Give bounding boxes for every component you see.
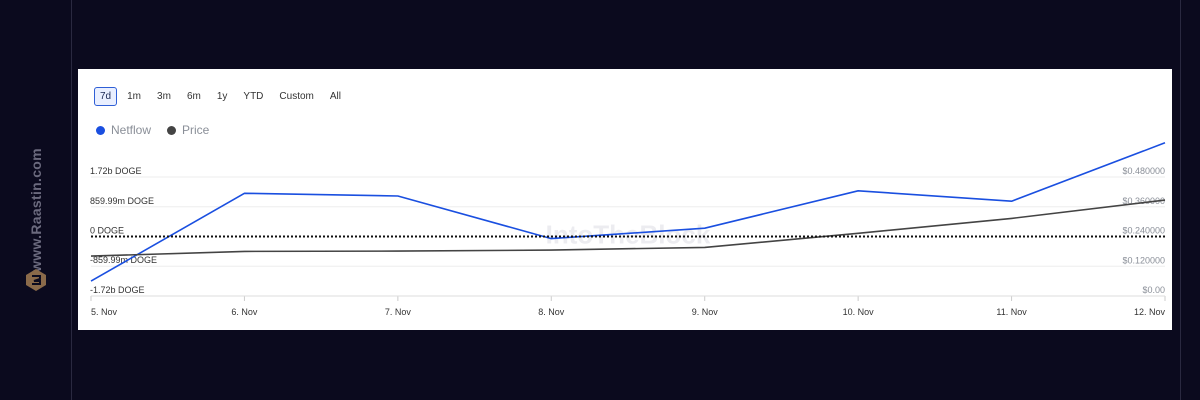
x-tick-label: 8. Nov bbox=[538, 307, 565, 317]
legend-label-price: Price bbox=[182, 123, 210, 137]
legend-item-netflow[interactable]: Netflow bbox=[96, 123, 151, 137]
left-tick-label: -1.72b DOGE bbox=[90, 285, 145, 295]
range-selector: 7d 1m 3m 6m 1y YTD Custom All bbox=[94, 87, 347, 106]
x-tick-label: 6. Nov bbox=[231, 307, 258, 317]
netflow-legend-dot-icon bbox=[96, 125, 105, 135]
x-tick-label: 5. Nov bbox=[91, 307, 118, 317]
left-tick-label: 0 DOGE bbox=[90, 226, 124, 236]
left-tick-label: 859.99m DOGE bbox=[90, 196, 154, 206]
series-line-netflow bbox=[90, 142, 1166, 282]
left-tick-label: 1.72b DOGE bbox=[90, 166, 142, 176]
right-tick-label: $0.360000 bbox=[1122, 196, 1165, 206]
range-button-7d[interactable]: 7d bbox=[94, 87, 118, 106]
x-tick-label: 9. Nov bbox=[692, 307, 719, 317]
range-button-1m[interactable]: 1m bbox=[121, 87, 148, 106]
range-button-ytd[interactable]: YTD bbox=[237, 87, 270, 106]
right-tick-label: $0.240000 bbox=[1122, 226, 1165, 236]
legend-item-price[interactable]: Price bbox=[167, 123, 209, 137]
right-tick-label: $0.120000 bbox=[1122, 255, 1165, 265]
raastin-logo-icon bbox=[26, 269, 46, 291]
x-tick-label: 7. Nov bbox=[385, 307, 412, 317]
site-watermark: www.Raastin.com bbox=[0, 0, 72, 400]
series-line-price bbox=[90, 199, 1166, 257]
chart-card: 7d 1m 3m 6m 1y YTD Custom All Netflow Price Int… bbox=[78, 69, 1172, 330]
range-button-custom[interactable]: Custom bbox=[273, 87, 320, 106]
netflow-price-chart: IntoTheBlock 1.72b DOGE 859.99m DOGE 0 DOGE… bbox=[90, 142, 1166, 317]
x-tick-label: 12. Nov bbox=[1134, 307, 1166, 317]
chart-legend: Netflow Price bbox=[96, 123, 209, 137]
right-tick-label: $0.480000 bbox=[1122, 166, 1165, 176]
x-tick-label: 10. Nov bbox=[843, 307, 875, 317]
x-tick-label: 11. Nov bbox=[996, 307, 1027, 317]
site-watermark-text: www.Raastin.com bbox=[28, 148, 44, 272]
range-button-6m[interactable]: 6m bbox=[180, 87, 207, 106]
right-tick-label: $0.00 bbox=[1142, 285, 1165, 295]
legend-label-netflow: Netflow bbox=[111, 123, 152, 137]
left-tick-label: -859.99m DOGE bbox=[90, 255, 157, 265]
range-button-3m[interactable]: 3m bbox=[151, 87, 177, 106]
price-legend-dot-icon bbox=[167, 125, 177, 135]
range-button-1y[interactable]: 1y bbox=[210, 87, 234, 106]
chart-watermark: IntoTheBlock bbox=[546, 219, 711, 249]
range-button-all[interactable]: All bbox=[323, 87, 347, 106]
